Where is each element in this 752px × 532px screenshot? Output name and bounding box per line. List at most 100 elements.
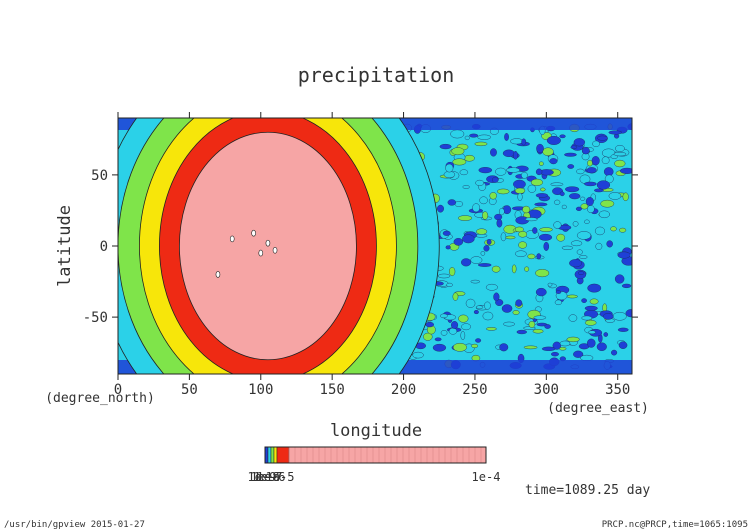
core-speck [251, 229, 256, 237]
field-blob [502, 149, 515, 157]
field-blob [527, 253, 536, 260]
field-blob [532, 329, 544, 334]
field-blob [595, 242, 603, 250]
field-blob [539, 161, 544, 166]
field-blob [434, 337, 442, 342]
field-blob [559, 346, 567, 351]
field-blob [534, 202, 548, 207]
core-specks [215, 229, 278, 278]
field-blob [460, 331, 466, 340]
field-blob [535, 287, 547, 297]
field-blob [584, 219, 590, 224]
field-blob [513, 151, 518, 160]
field-blob [568, 314, 578, 322]
field-blob [514, 187, 526, 194]
field-blob [476, 305, 484, 310]
field-blob [472, 203, 481, 213]
field-blob [473, 310, 479, 315]
field-blob [483, 245, 490, 252]
field-blob [618, 341, 628, 349]
field-blob [550, 182, 564, 187]
field-blob [477, 263, 492, 267]
colorbar-labels: 1e-91e-81e-71e-61e-5 1e-4 [248, 470, 501, 484]
field-blob [445, 163, 454, 173]
field-blob [576, 168, 585, 175]
y-axis-ticks: -50 0 50 [83, 168, 638, 326]
field-blob [576, 249, 583, 255]
field-blob [496, 218, 503, 228]
field-blob [544, 324, 551, 329]
field-blob [559, 134, 566, 139]
field-blob [580, 354, 594, 361]
field-blob [464, 154, 475, 162]
colorbar: 1e-91e-81e-71e-61e-5 1e-4 [248, 446, 501, 484]
field-blob [524, 266, 530, 272]
colorbar-label: 1e-4 [472, 470, 501, 484]
field-blob [533, 315, 547, 320]
field-blob [513, 179, 526, 189]
x-tick-label: 50 [181, 382, 198, 398]
field-blob [482, 211, 489, 220]
field-blob [478, 167, 493, 174]
field-blob [596, 180, 611, 190]
field-blob [622, 192, 629, 202]
field-blob [450, 129, 465, 139]
field-blob [617, 327, 629, 332]
field-blob [564, 152, 577, 157]
field-blob [613, 151, 627, 157]
field-blob [587, 283, 602, 293]
field-blob [567, 164, 575, 169]
x-tick-label: 150 [320, 382, 345, 398]
field-blob [527, 184, 537, 193]
field-blob [458, 314, 469, 323]
field-blob [486, 239, 492, 245]
field-blob [587, 205, 595, 213]
field-blob [475, 338, 482, 343]
field-blob [462, 185, 470, 189]
field-blob [432, 343, 447, 352]
field-blob [602, 313, 614, 320]
field-blob [625, 309, 632, 318]
colorbar-swatches [264, 446, 487, 464]
field-blob [482, 311, 494, 321]
field-blob [521, 171, 528, 179]
field-blob [440, 330, 448, 336]
y-unit-label: (degree_north) [45, 391, 155, 406]
colorbar-swatch [273, 446, 278, 464]
field-blob [492, 176, 499, 183]
time-label: time=1089.25 day [525, 483, 650, 498]
field-blob [597, 135, 608, 141]
field-blob [551, 352, 559, 357]
colorbar-swatch [270, 446, 275, 464]
field-blob [619, 167, 632, 174]
field-blob [523, 345, 538, 350]
field-blob [610, 226, 617, 232]
field-blob [469, 133, 479, 138]
x-tick-label: 200 [391, 382, 416, 398]
field-blob [437, 273, 451, 279]
core-speck [272, 246, 278, 254]
field-blob [480, 251, 486, 256]
field-blob [512, 310, 520, 315]
field-blob [471, 343, 479, 349]
field-blob [541, 346, 556, 351]
field-blob [572, 221, 579, 227]
x-axis-label: longitude [330, 421, 422, 441]
field-blob [425, 321, 434, 328]
field-blob [565, 186, 580, 193]
field-blob [581, 146, 590, 155]
field-blob [446, 282, 453, 287]
field-blob [495, 167, 507, 176]
field-blob [484, 301, 491, 310]
field-blob [535, 193, 549, 198]
colorbar-label: 1e-6 [257, 470, 286, 484]
field-blob [536, 143, 544, 154]
field-blob [496, 188, 510, 195]
field-blob [503, 321, 515, 327]
field-blob [538, 233, 553, 241]
field-blob [619, 227, 627, 233]
field-blob [448, 327, 458, 335]
colorbar-frame [264, 446, 487, 464]
field-blob [587, 159, 593, 167]
